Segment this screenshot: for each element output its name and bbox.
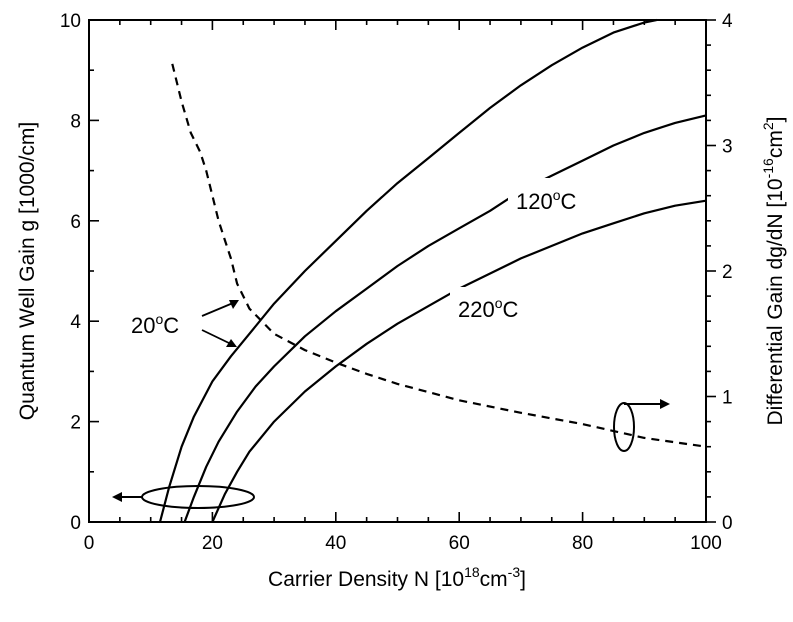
y-tick-label: 10 <box>60 11 81 32</box>
annotation-120c: 120oC <box>516 187 577 214</box>
x-tick-label: 40 <box>325 533 346 554</box>
y-tick-label: 6 <box>70 212 81 233</box>
x-tick-label: 80 <box>572 533 593 554</box>
y-axis-title: Quantum Well Gain g [1000/cm] <box>16 122 39 420</box>
differential-gain-curve <box>171 63 707 448</box>
y-tick-label: 8 <box>70 111 81 132</box>
x-tick-label: 100 <box>690 533 722 554</box>
y2-tick-label: 3 <box>722 137 733 158</box>
right-arrowhead <box>660 399 670 409</box>
gain-curve-1 <box>158 18 657 523</box>
pointer-arrowhead-1 <box>229 300 239 309</box>
y-tick-label: 4 <box>70 312 81 333</box>
annotation-220c: 220oC <box>458 295 519 322</box>
y2-tick-label: 0 <box>722 513 733 534</box>
gain-curve-2 <box>183 114 707 523</box>
annotation-20c: 20oC <box>131 311 179 338</box>
y2-tick-label: 1 <box>722 388 733 409</box>
y2-tick-label: 4 <box>722 11 733 32</box>
gain-curve-3 <box>211 199 707 523</box>
x-tick-label: 20 <box>202 533 223 554</box>
left-arrowhead <box>112 492 122 502</box>
y2-tick-label: 2 <box>722 262 733 283</box>
x-tick-label: 60 <box>449 533 470 554</box>
label-gap-220 <box>450 287 536 327</box>
pointer-line-2 <box>201 329 232 345</box>
y2-axis-title: Differential Gain dg/dN [10-16cm2] <box>760 117 787 426</box>
right-axis-ellipse <box>613 402 635 452</box>
y-tick-label: 0 <box>70 513 81 534</box>
label-gap-120 <box>508 178 594 220</box>
x-tick-label: 0 <box>84 533 95 554</box>
pointer-line-1 <box>201 302 234 317</box>
x-axis-title: Carrier Density N [1018cm-3] <box>268 564 526 591</box>
pointer-arrowhead-2 <box>226 339 237 347</box>
y-tick-label: 2 <box>70 413 81 434</box>
